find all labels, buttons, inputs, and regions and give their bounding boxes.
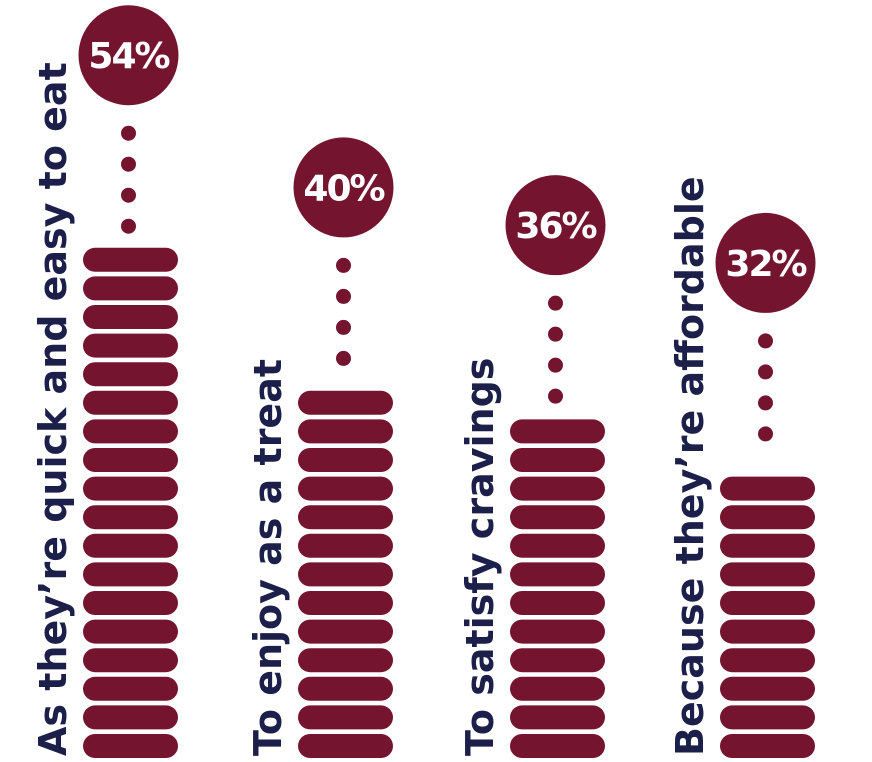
connector-dot (336, 257, 351, 273)
bar-segment (83, 648, 178, 673)
bar-segment (83, 276, 178, 301)
bar-segment (510, 505, 605, 530)
value-label: 32% (725, 244, 806, 285)
bar-segment (720, 734, 815, 758)
bar-segment (720, 619, 815, 644)
bar-segment (298, 562, 393, 587)
bar-segment (83, 333, 178, 358)
bar-segment (720, 476, 815, 501)
connector-dot (336, 319, 351, 335)
value-badge (505, 175, 606, 276)
connector-dot (758, 364, 773, 380)
connector-dot (336, 350, 351, 366)
bar-segment (83, 562, 178, 587)
value-label: 36% (515, 206, 596, 247)
value-badge (715, 212, 816, 313)
bar-segment (510, 591, 605, 615)
bar-segment (298, 476, 393, 501)
category-label: To enjoy as a treat (246, 359, 290, 756)
bar (510, 419, 605, 758)
bar-segment (510, 705, 605, 730)
connector-dot (336, 288, 351, 304)
bar-segment (510, 562, 605, 587)
connector-dot (758, 426, 773, 442)
bar-segment (298, 448, 393, 472)
connector-dot (548, 295, 563, 311)
connector-dot (548, 388, 563, 404)
connector-dot (548, 326, 563, 342)
category-label: Because they’re affordable (668, 176, 712, 756)
bar-segment (720, 676, 815, 701)
connector-dot (121, 218, 136, 234)
bar-segment (83, 676, 178, 701)
bar-segment (83, 619, 178, 644)
connector-dot (121, 187, 136, 203)
bar-segment (510, 448, 605, 472)
bar-segment (298, 419, 393, 444)
bar-segment (510, 734, 605, 758)
bar-segment (298, 705, 393, 730)
category-label: As they’re quick and easy to eat (31, 62, 75, 756)
bar (720, 476, 815, 758)
bar-segment (83, 591, 178, 615)
value-badge (78, 5, 179, 106)
bar-segment (83, 390, 178, 415)
bar-segment (83, 734, 178, 758)
bar-segment (83, 419, 178, 444)
bar-segment (83, 476, 178, 501)
bar-segment (510, 476, 605, 501)
connector-dot (758, 333, 773, 349)
bar-segment (720, 505, 815, 530)
bar-segment (510, 533, 605, 558)
connector-dot (121, 125, 136, 141)
bar-segment (298, 533, 393, 558)
bar-segment (720, 562, 815, 587)
bar-segment (720, 648, 815, 673)
bar-segment (83, 705, 178, 730)
bar-segment (510, 676, 605, 701)
bar (83, 247, 178, 758)
bar-segment (510, 619, 605, 644)
bar-segment (720, 591, 815, 615)
bar-segment (298, 505, 393, 530)
bar-segment (83, 247, 178, 272)
bar-segment (298, 591, 393, 615)
bar-segment (298, 648, 393, 673)
bar-segment (510, 648, 605, 673)
bar-segment (720, 705, 815, 730)
bar-segment (83, 305, 178, 329)
bar-segment (83, 533, 178, 558)
bar-segment (83, 362, 178, 387)
bar-segment (510, 419, 605, 444)
category-label: To satisfy cravings (458, 358, 502, 756)
bar-segment (83, 505, 178, 530)
value-badge (293, 137, 394, 238)
connector-dot (121, 156, 136, 172)
bar-segment (298, 734, 393, 758)
bar-segment (298, 676, 393, 701)
connector-dot (548, 357, 563, 373)
bar-segment (298, 619, 393, 644)
bar-segment (298, 390, 393, 415)
bar-segment (83, 448, 178, 472)
value-label: 40% (303, 168, 384, 209)
value-label: 54% (88, 36, 169, 77)
connector-dot (758, 395, 773, 411)
bar-segment (720, 533, 815, 558)
bar (298, 390, 393, 758)
